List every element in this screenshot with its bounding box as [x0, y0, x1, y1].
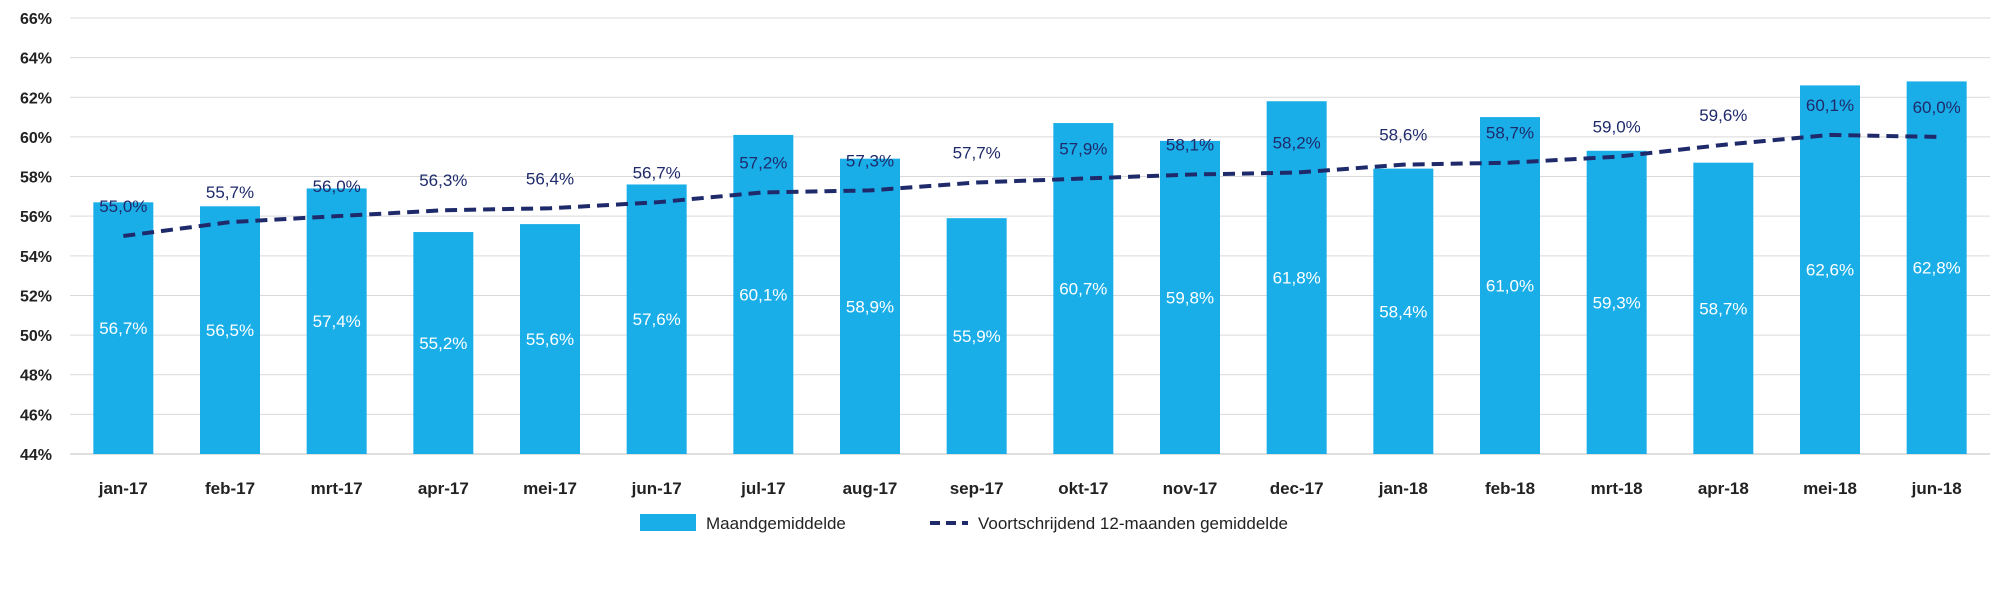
x-tick-label: mei-18 — [1803, 479, 1857, 498]
x-tick-label: feb-17 — [205, 479, 255, 498]
bar — [200, 206, 260, 454]
line-series-path — [123, 132, 1937, 238]
line-data-label: 59,6% — [1699, 106, 1747, 125]
bar-data-label: 62,6% — [1806, 261, 1854, 280]
bar-data-label: 56,7% — [99, 319, 147, 338]
bar — [1586, 150, 1647, 455]
line-data-label: 57,2% — [739, 153, 787, 172]
bar-data-label: 57,6% — [633, 310, 681, 329]
bar — [1480, 117, 1540, 454]
bar-data-label: 61,8% — [1273, 269, 1321, 288]
bar — [1800, 85, 1860, 454]
y-tick-label: 52% — [20, 288, 52, 305]
x-tick-label: feb-18 — [1485, 479, 1535, 498]
legend-label-line: Voortschrijdend 12-maanden gemiddelde — [978, 514, 1288, 533]
line-data-label: 58,7% — [1486, 124, 1534, 143]
bar-data-label: 60,7% — [1059, 280, 1107, 299]
y-tick-label: 66% — [20, 11, 52, 28]
bar — [1266, 101, 1327, 455]
y-axis-ticks: 44% 46% 48% 50% 52% 54% 56% 58% 60% 62% 64% 66% — [20, 11, 52, 464]
bar — [626, 184, 687, 455]
x-tick-label: aug-17 — [843, 479, 898, 498]
y-tick-label: 44% — [20, 447, 52, 464]
bar — [413, 232, 474, 454]
x-axis-ticks: jan-17 feb-17 mrt-17 apr-17 mei-17 jun-17 jul-… — [98, 479, 1962, 498]
line-data-label: 56,0% — [313, 177, 361, 196]
bar — [1373, 168, 1434, 455]
bar-data-labels: 56,7% 56,5% 57,4% 55,2% 55,6% 57,6% 60,1% 58,9%… — [99, 259, 1961, 353]
x-tick-label: jan-18 — [1378, 479, 1428, 498]
line-data-label: 58,1% — [1166, 136, 1214, 155]
bar — [946, 218, 1007, 454]
x-tick-label: jan-17 — [98, 479, 148, 498]
gridlines — [70, 17, 1990, 455]
line-data-label: 57,3% — [846, 151, 894, 170]
bar-data-label: 59,8% — [1166, 288, 1214, 307]
line-series — [123, 132, 1937, 238]
line-data-label: 56,4% — [526, 169, 574, 188]
x-tick-label: sep-17 — [950, 479, 1004, 498]
legend-label-bar: Maandgemiddelde — [706, 514, 846, 533]
bar — [306, 188, 367, 454]
y-tick-label: 60% — [20, 130, 52, 147]
bar-data-label: 57,4% — [313, 312, 361, 331]
x-tick-label: mei-17 — [523, 479, 577, 498]
x-tick-label: apr-17 — [418, 479, 469, 498]
x-tick-label: mrt-17 — [311, 479, 363, 498]
line-data-label: 57,9% — [1059, 140, 1107, 159]
legend-swatch-bar — [640, 514, 696, 531]
y-tick-label: 50% — [20, 328, 52, 345]
line-data-label: 57,7% — [953, 143, 1001, 162]
bar-data-label: 62,8% — [1913, 259, 1961, 278]
line-data-label: 55,0% — [99, 197, 147, 216]
line-data-label: 60,1% — [1806, 96, 1854, 115]
line-data-label: 58,6% — [1379, 126, 1427, 145]
line-data-labels: 55,0% 55,7% 56,0% 56,3% 56,4% 56,7% 57,2% 57,3%… — [99, 96, 1961, 216]
x-tick-label: jun-17 — [631, 479, 682, 498]
bar-data-label: 55,9% — [953, 327, 1001, 346]
line-data-label: 56,3% — [419, 171, 467, 190]
bar — [520, 224, 580, 454]
line-data-label: 55,7% — [206, 183, 254, 202]
y-tick-label: 48% — [20, 368, 52, 385]
bar-data-label: 58,7% — [1699, 299, 1747, 318]
bar — [93, 202, 154, 454]
x-tick-label: okt-17 — [1058, 479, 1108, 498]
bar — [733, 134, 794, 454]
bar-data-label: 61,0% — [1486, 277, 1534, 296]
x-tick-label: jun-18 — [1911, 479, 1962, 498]
bar-data-label: 60,1% — [739, 285, 787, 304]
y-tick-label: 56% — [20, 209, 52, 226]
bar — [1693, 162, 1754, 454]
bar-data-label: 56,5% — [206, 321, 254, 340]
bar-data-label: 58,4% — [1379, 302, 1427, 321]
bar-data-label: 55,6% — [526, 330, 574, 349]
x-tick-label: apr-18 — [1698, 479, 1749, 498]
x-tick-label: dec-17 — [1270, 479, 1324, 498]
bar-series — [93, 81, 1967, 455]
bar — [1906, 81, 1967, 454]
bar — [1160, 140, 1220, 454]
line-data-label: 60,0% — [1913, 98, 1961, 117]
y-tick-label: 54% — [20, 249, 52, 266]
y-tick-label: 46% — [20, 407, 52, 424]
line-data-label: 59,0% — [1593, 118, 1641, 137]
bar-data-label: 59,3% — [1593, 293, 1641, 312]
line-data-label: 58,2% — [1273, 134, 1321, 153]
x-tick-label: jul-17 — [740, 479, 785, 498]
bar — [840, 158, 900, 454]
bar-data-label: 58,9% — [846, 297, 894, 316]
x-tick-label: mrt-18 — [1591, 479, 1643, 498]
y-tick-label: 64% — [20, 51, 52, 68]
bar-data-label: 55,2% — [419, 334, 467, 353]
y-tick-label: 62% — [20, 90, 52, 107]
legend: Maandgemiddelde Voortschrijdend 12-maand… — [640, 514, 1288, 533]
x-tick-label: nov-17 — [1163, 479, 1218, 498]
line-data-label: 56,7% — [633, 163, 681, 182]
y-tick-label: 58% — [20, 170, 52, 187]
